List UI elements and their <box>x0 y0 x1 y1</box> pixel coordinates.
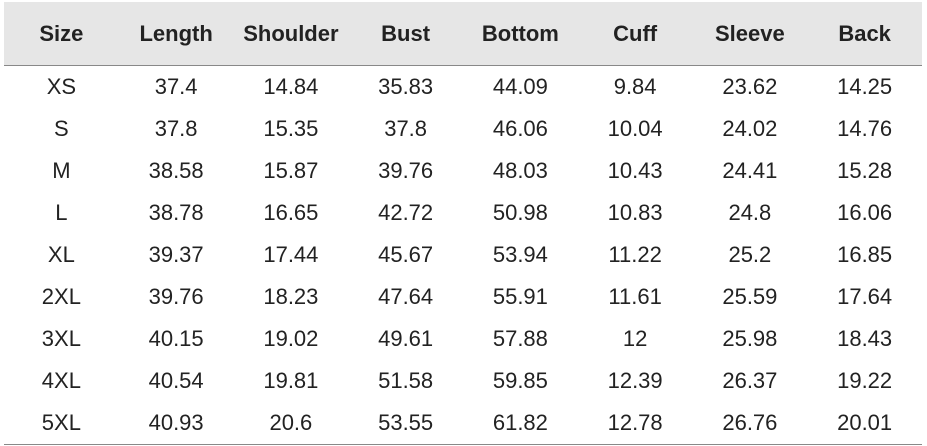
table-cell: 61.82 <box>463 402 578 445</box>
table-cell: 14.25 <box>837 74 893 99</box>
table-cell: 53.55 <box>348 402 463 445</box>
table-cell: 16.85 <box>837 242 893 267</box>
table-cell: 18.23 <box>263 284 319 309</box>
table-cell: 24.8 <box>728 200 772 225</box>
table-cell: 39.37 <box>148 242 204 267</box>
table-cell: 40.93 <box>118 402 234 445</box>
table-cell: 10.04 <box>607 116 663 141</box>
table-cell: XS <box>46 74 77 99</box>
header-cell: Cuff <box>577 2 693 66</box>
table-cell: 39.76 <box>148 284 204 309</box>
table-cell: 25.2 <box>728 242 772 267</box>
header-cell: Sleeve <box>692 2 808 66</box>
table-cell: 42.72 <box>378 200 434 225</box>
table-cell: 3XL <box>41 326 81 351</box>
table-cell: 25.59 <box>722 284 778 309</box>
table-cell: 51.58 <box>378 368 434 393</box>
header-cell: Length <box>118 2 234 66</box>
table-cell: 53.94 <box>492 242 548 267</box>
table-cell: L <box>55 200 68 225</box>
table-cell: 49.61 <box>378 326 434 351</box>
table-cell: 24.41 <box>722 158 778 183</box>
table-cell: 12.39 <box>607 368 663 393</box>
table-cell: 26.37 <box>722 368 778 393</box>
table-cell: 12.78 <box>577 402 693 445</box>
table-cell: 26.76 <box>692 402 808 445</box>
table-cell: 19.02 <box>263 326 319 351</box>
table-cell: 38.58 <box>148 158 204 183</box>
table-row: L 38.78 16.65 42.72 50.98 10.83 24.8 16.06 <box>4 192 922 234</box>
table-row: XL 39.37 17.44 45.67 53.94 11.22 25.2 16.85 <box>4 234 922 276</box>
table-cell: 15.87 <box>263 158 319 183</box>
table-cell: 14.76 <box>837 116 893 141</box>
table-cell: 10.43 <box>607 158 663 183</box>
table-cell: 19.22 <box>837 368 893 393</box>
table-cell: 48.03 <box>492 158 548 183</box>
table-cell: 50.98 <box>492 200 548 225</box>
table-cell: 11.61 <box>608 284 662 309</box>
table-cell: 24.02 <box>722 116 778 141</box>
header-cell: Bust <box>348 2 463 66</box>
table-cell: 14.84 <box>263 74 319 99</box>
table-cell: 38.78 <box>148 200 204 225</box>
table-cell: 25.98 <box>722 326 778 351</box>
table-cell: 19.81 <box>263 368 319 393</box>
table-cell: 16.65 <box>263 200 319 225</box>
table-cell: 40.54 <box>148 368 204 393</box>
table-cell: 46.06 <box>492 116 548 141</box>
table-cell: 37.8 <box>154 116 198 141</box>
table-cell: 47.64 <box>378 284 434 309</box>
table-cell: 17.64 <box>837 284 893 309</box>
table-cell: 16.06 <box>837 200 893 225</box>
table-cell: 35.83 <box>378 74 434 99</box>
table-cell: 23.62 <box>722 74 778 99</box>
table-row: 4XL 40.54 19.81 51.58 59.85 12.39 26.37 19.22 <box>4 360 922 402</box>
table-cell: 9.84 <box>613 74 657 99</box>
table-cell: 18.43 <box>837 326 893 351</box>
table-body: XS 37.4 14.84 35.83 44.09 9.84 23.62 14.25 S 37.8… <box>4 66 922 445</box>
header-cell: Shoulder <box>233 2 349 66</box>
header-cell: Bottom <box>463 2 578 66</box>
table-cell: 44.09 <box>492 74 548 99</box>
table-cell: 11.22 <box>608 242 662 267</box>
table-cell: 55.91 <box>492 284 548 309</box>
table-cell: 40.15 <box>148 326 204 351</box>
table-cell: 20.6 <box>233 402 349 445</box>
table-row: XS 37.4 14.84 35.83 44.09 9.84 23.62 14.25 <box>4 66 922 109</box>
size-table: Size Length Shoulder Bust Bottom Cuff Sleeve Ba… <box>4 2 922 445</box>
table-cell: 37.8 <box>384 116 428 141</box>
table-cell: 57.88 <box>492 326 548 351</box>
table-cell: 5XL <box>4 402 119 445</box>
header-row: Size Length Shoulder Bust Bottom Cuff Sleeve Ba… <box>4 2 922 66</box>
table-row: M 38.58 15.87 39.76 48.03 10.43 24.41 15.28 <box>4 150 922 192</box>
table-cell: S <box>54 116 69 141</box>
table-cell: 17.44 <box>263 242 319 267</box>
header-cell: Size <box>4 2 119 66</box>
table-row: 3XL 40.15 19.02 49.61 57.88 12 25.98 18.43 <box>4 318 922 360</box>
table-row: 5XL 40.93 20.6 53.55 61.82 12.78 26.76 20.01 <box>4 402 922 445</box>
table-cell: 15.35 <box>263 116 319 141</box>
table-cell: 45.67 <box>378 242 434 267</box>
table-cell: 37.4 <box>154 74 198 99</box>
table-cell: 15.28 <box>837 158 893 183</box>
table-header: Size Length Shoulder Bust Bottom Cuff Sleeve Ba… <box>4 2 922 66</box>
header-cell: Back <box>807 2 922 66</box>
table-cell: 12 <box>622 326 648 351</box>
table-cell: 20.01 <box>807 402 922 445</box>
table-cell: 59.85 <box>492 368 548 393</box>
table-cell: 10.83 <box>607 200 663 225</box>
table-cell: 4XL <box>41 368 81 393</box>
table-row: S 37.8 15.35 37.8 46.06 10.04 24.02 14.76 <box>4 108 922 150</box>
table-cell: XL <box>47 242 75 267</box>
table-cell: M <box>52 158 71 183</box>
table-cell: 2XL <box>41 284 81 309</box>
table-cell: 39.76 <box>378 158 434 183</box>
table-row: 2XL 39.76 18.23 47.64 55.91 11.61 25.59 17.64 <box>4 276 922 318</box>
